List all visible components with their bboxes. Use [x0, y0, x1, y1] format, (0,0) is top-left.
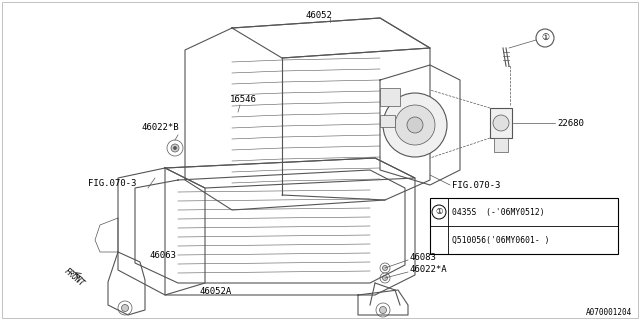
- Text: 46083: 46083: [410, 253, 437, 262]
- Text: FRONT: FRONT: [62, 267, 86, 289]
- Circle shape: [493, 115, 509, 131]
- Text: 46052A: 46052A: [200, 287, 232, 297]
- Bar: [380, 115, 395, 127]
- Bar: [494, 138, 508, 152]
- Circle shape: [432, 205, 446, 219]
- Text: 0435S  (-'06MY0512): 0435S (-'06MY0512): [452, 207, 545, 217]
- Text: 16546: 16546: [230, 95, 257, 105]
- Text: 46022*B: 46022*B: [142, 123, 180, 132]
- Circle shape: [171, 144, 179, 152]
- Circle shape: [395, 105, 435, 145]
- Text: 46063: 46063: [150, 251, 177, 260]
- Circle shape: [118, 301, 132, 315]
- Circle shape: [167, 140, 183, 156]
- Text: FIG.070-3: FIG.070-3: [452, 180, 500, 189]
- Circle shape: [173, 147, 177, 149]
- Bar: [490, 108, 512, 138]
- Circle shape: [380, 273, 390, 283]
- Text: 22680: 22680: [557, 118, 584, 127]
- Circle shape: [383, 93, 447, 157]
- Bar: [380, 88, 400, 106]
- Text: ①: ①: [541, 34, 549, 43]
- Circle shape: [407, 117, 423, 133]
- Text: FIG.070-3: FIG.070-3: [88, 179, 136, 188]
- Circle shape: [380, 307, 387, 314]
- Text: 46052: 46052: [305, 11, 332, 20]
- Circle shape: [383, 276, 387, 281]
- Text: Q510056('06MY0601- ): Q510056('06MY0601- ): [452, 236, 550, 244]
- Circle shape: [536, 29, 554, 47]
- Text: ①: ①: [435, 207, 443, 217]
- Text: 46022*A: 46022*A: [410, 266, 447, 275]
- Circle shape: [376, 303, 390, 317]
- Circle shape: [383, 266, 387, 270]
- Bar: [430, 198, 618, 254]
- Text: A070001204: A070001204: [586, 308, 632, 317]
- Circle shape: [122, 305, 129, 311]
- Circle shape: [380, 263, 390, 273]
